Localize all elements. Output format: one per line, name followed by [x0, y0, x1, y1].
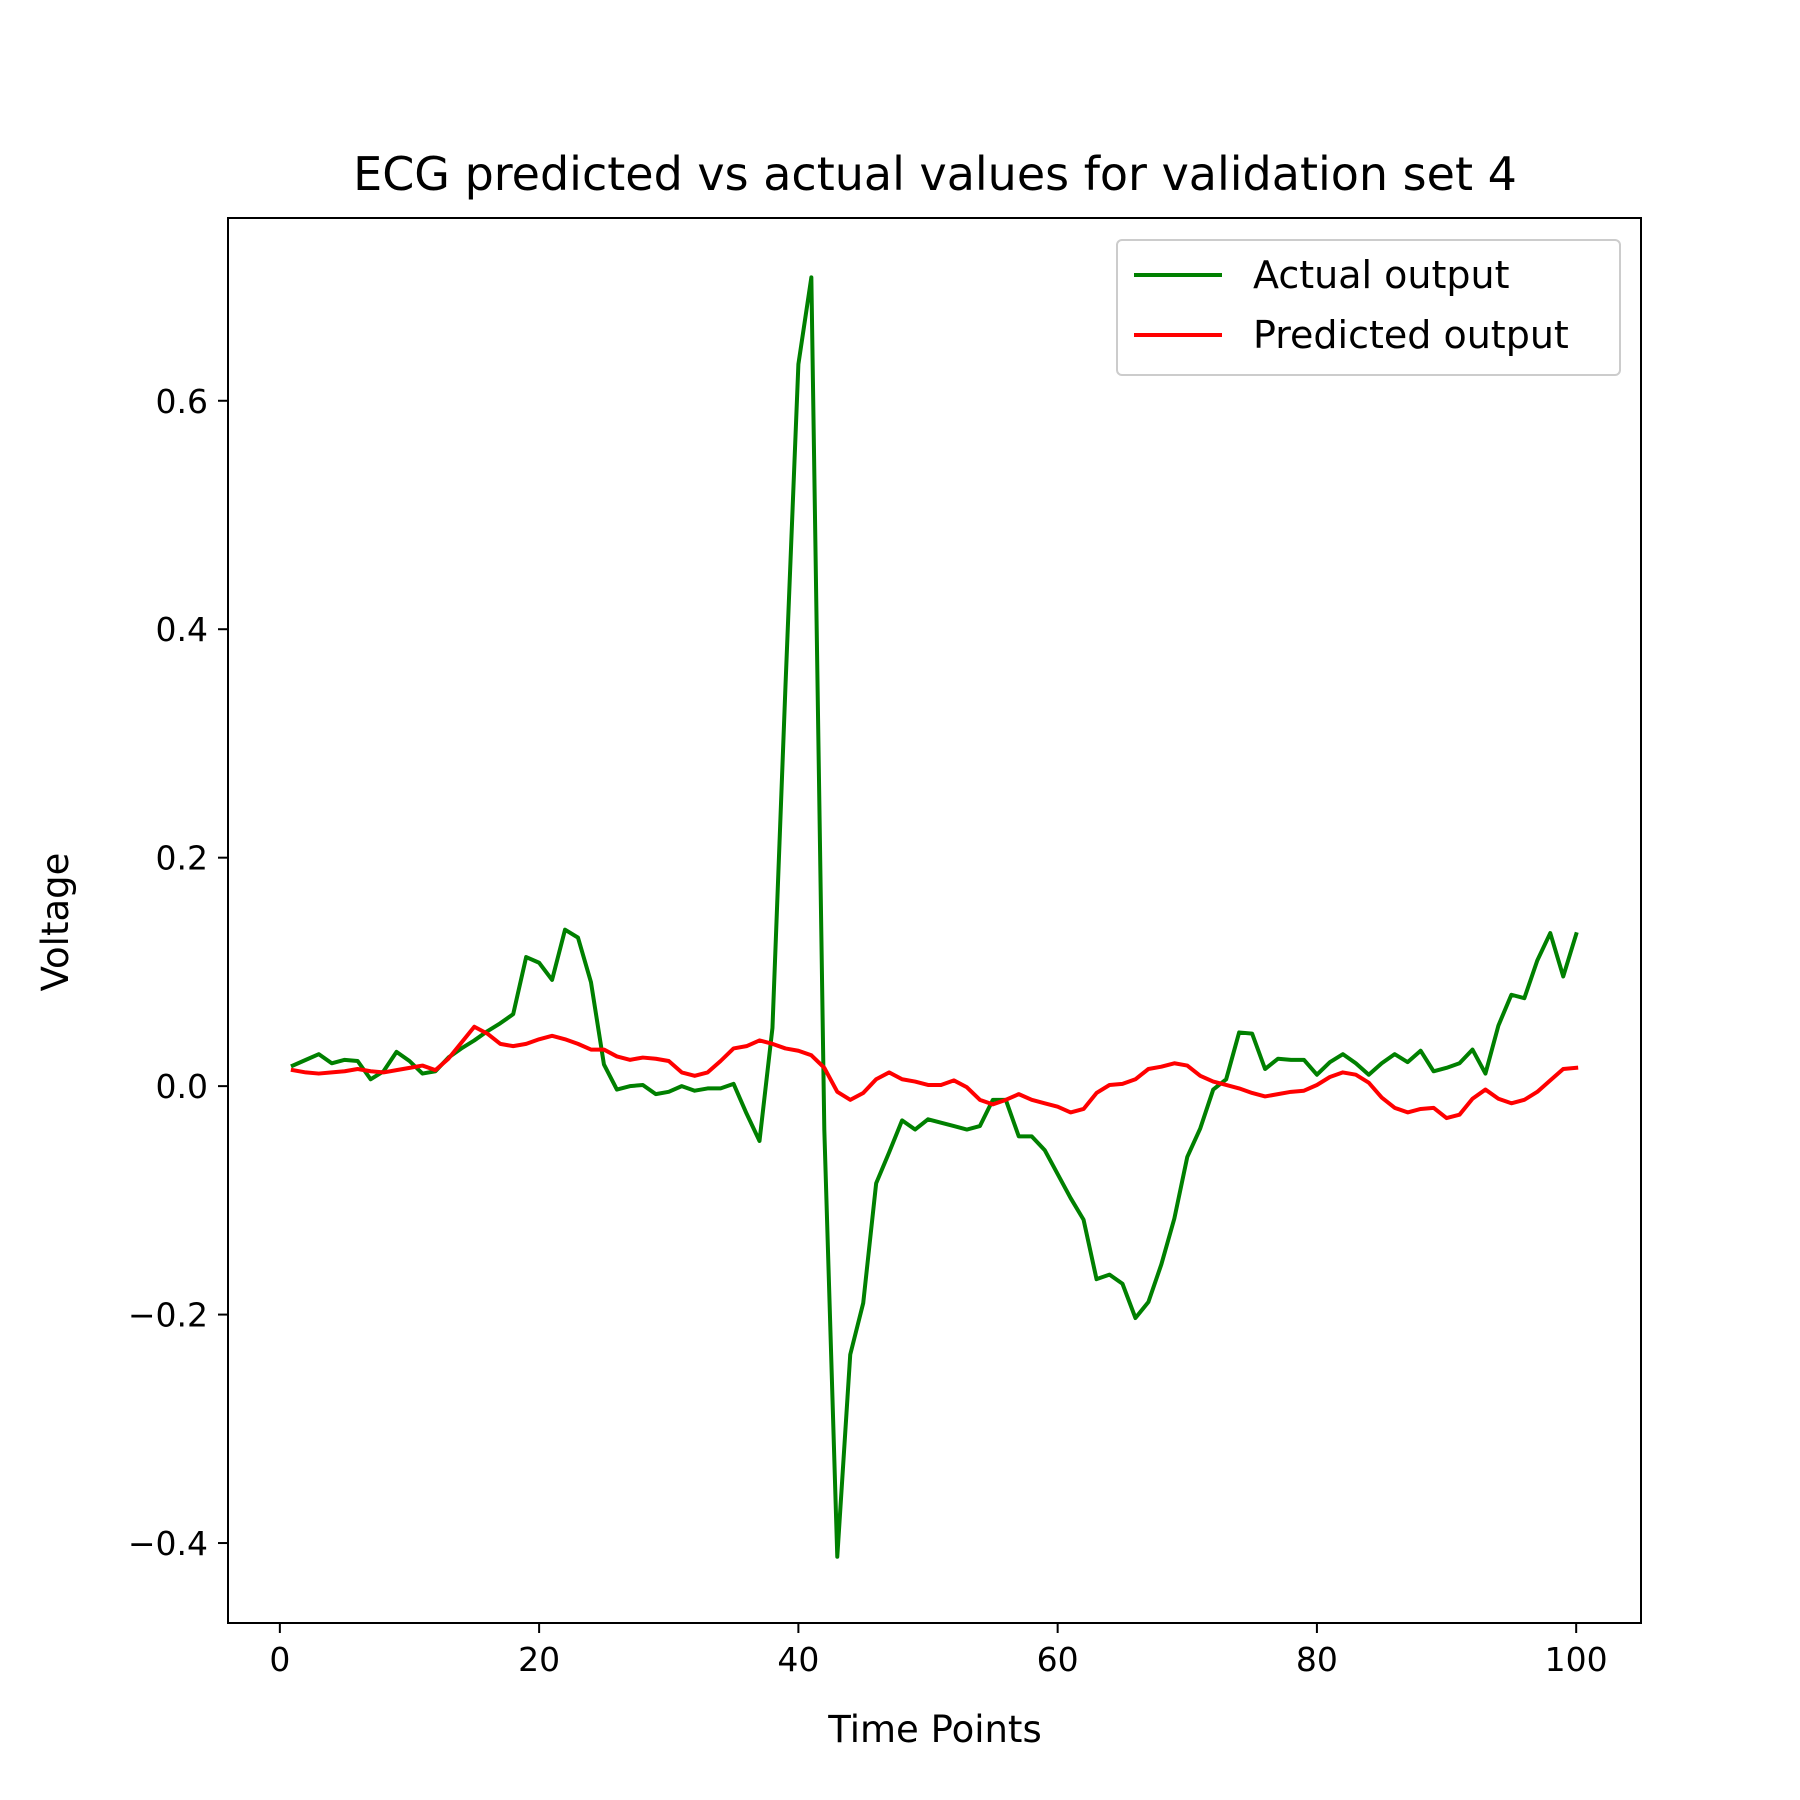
y-tick-label: 0.4 [156, 610, 208, 649]
y-tick-label: 0.0 [156, 1067, 208, 1106]
plot-frame [227, 217, 1642, 1624]
x-tick-label: 80 [1296, 1640, 1338, 1679]
legend: Actual output Predicted output [1116, 239, 1621, 376]
y-axis-label: Voltage [34, 853, 77, 992]
x-tick-label: 20 [518, 1640, 560, 1679]
legend-label-predicted: Predicted output [1253, 313, 1569, 357]
series-lines [290, 275, 1579, 1559]
legend-label-actual: Actual output [1253, 253, 1509, 297]
y-tick-label: 0.6 [156, 382, 208, 421]
x-tick-label: 40 [777, 1640, 819, 1679]
x-axis-ticks: 0 20 40 60 80 100 [269, 1623, 1608, 1679]
y-tick-label: −0.2 [128, 1296, 208, 1335]
chart-title: ECG predicted vs actual values for valid… [353, 147, 1517, 201]
x-tick-label: 60 [1037, 1640, 1079, 1679]
series-line-predicted [290, 1024, 1579, 1121]
x-tick-label: 100 [1545, 1640, 1608, 1679]
x-axis-label: Time Points [827, 1708, 1041, 1751]
series-line-actual [290, 275, 1579, 1559]
y-tick-label: −0.4 [128, 1524, 208, 1563]
x-tick-label: 0 [269, 1640, 290, 1679]
y-axis-ticks: −0.4 −0.2 0.0 0.2 0.4 0.6 [128, 382, 228, 1563]
legend-box [1116, 239, 1621, 376]
y-tick-label: 0.2 [156, 839, 208, 878]
